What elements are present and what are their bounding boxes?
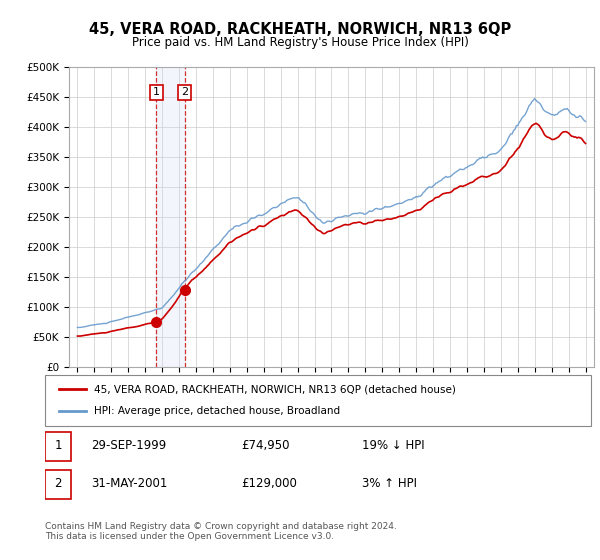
Text: Price paid vs. HM Land Registry's House Price Index (HPI): Price paid vs. HM Land Registry's House …: [131, 36, 469, 49]
Text: 1: 1: [55, 439, 62, 452]
Bar: [45, 470, 71, 500]
Text: 1: 1: [153, 87, 160, 97]
Text: 2: 2: [181, 87, 188, 97]
Text: 3% ↑ HPI: 3% ↑ HPI: [362, 477, 416, 490]
Text: £129,000: £129,000: [242, 477, 298, 490]
Text: 2: 2: [55, 477, 62, 490]
Text: £74,950: £74,950: [242, 439, 290, 452]
Text: 45, VERA ROAD, RACKHEATH, NORWICH, NR13 6QP (detached house): 45, VERA ROAD, RACKHEATH, NORWICH, NR13 …: [94, 384, 456, 394]
Text: 45, VERA ROAD, RACKHEATH, NORWICH, NR13 6QP: 45, VERA ROAD, RACKHEATH, NORWICH, NR13 …: [89, 22, 511, 38]
Text: Contains HM Land Registry data © Crown copyright and database right 2024.
This d: Contains HM Land Registry data © Crown c…: [45, 522, 397, 542]
Bar: [45, 432, 71, 461]
Text: 31-MAY-2001: 31-MAY-2001: [91, 477, 168, 490]
Text: 29-SEP-1999: 29-SEP-1999: [91, 439, 167, 452]
Text: 19% ↓ HPI: 19% ↓ HPI: [362, 439, 424, 452]
Bar: [157, 67, 185, 367]
Text: HPI: Average price, detached house, Broadland: HPI: Average price, detached house, Broa…: [94, 407, 340, 417]
